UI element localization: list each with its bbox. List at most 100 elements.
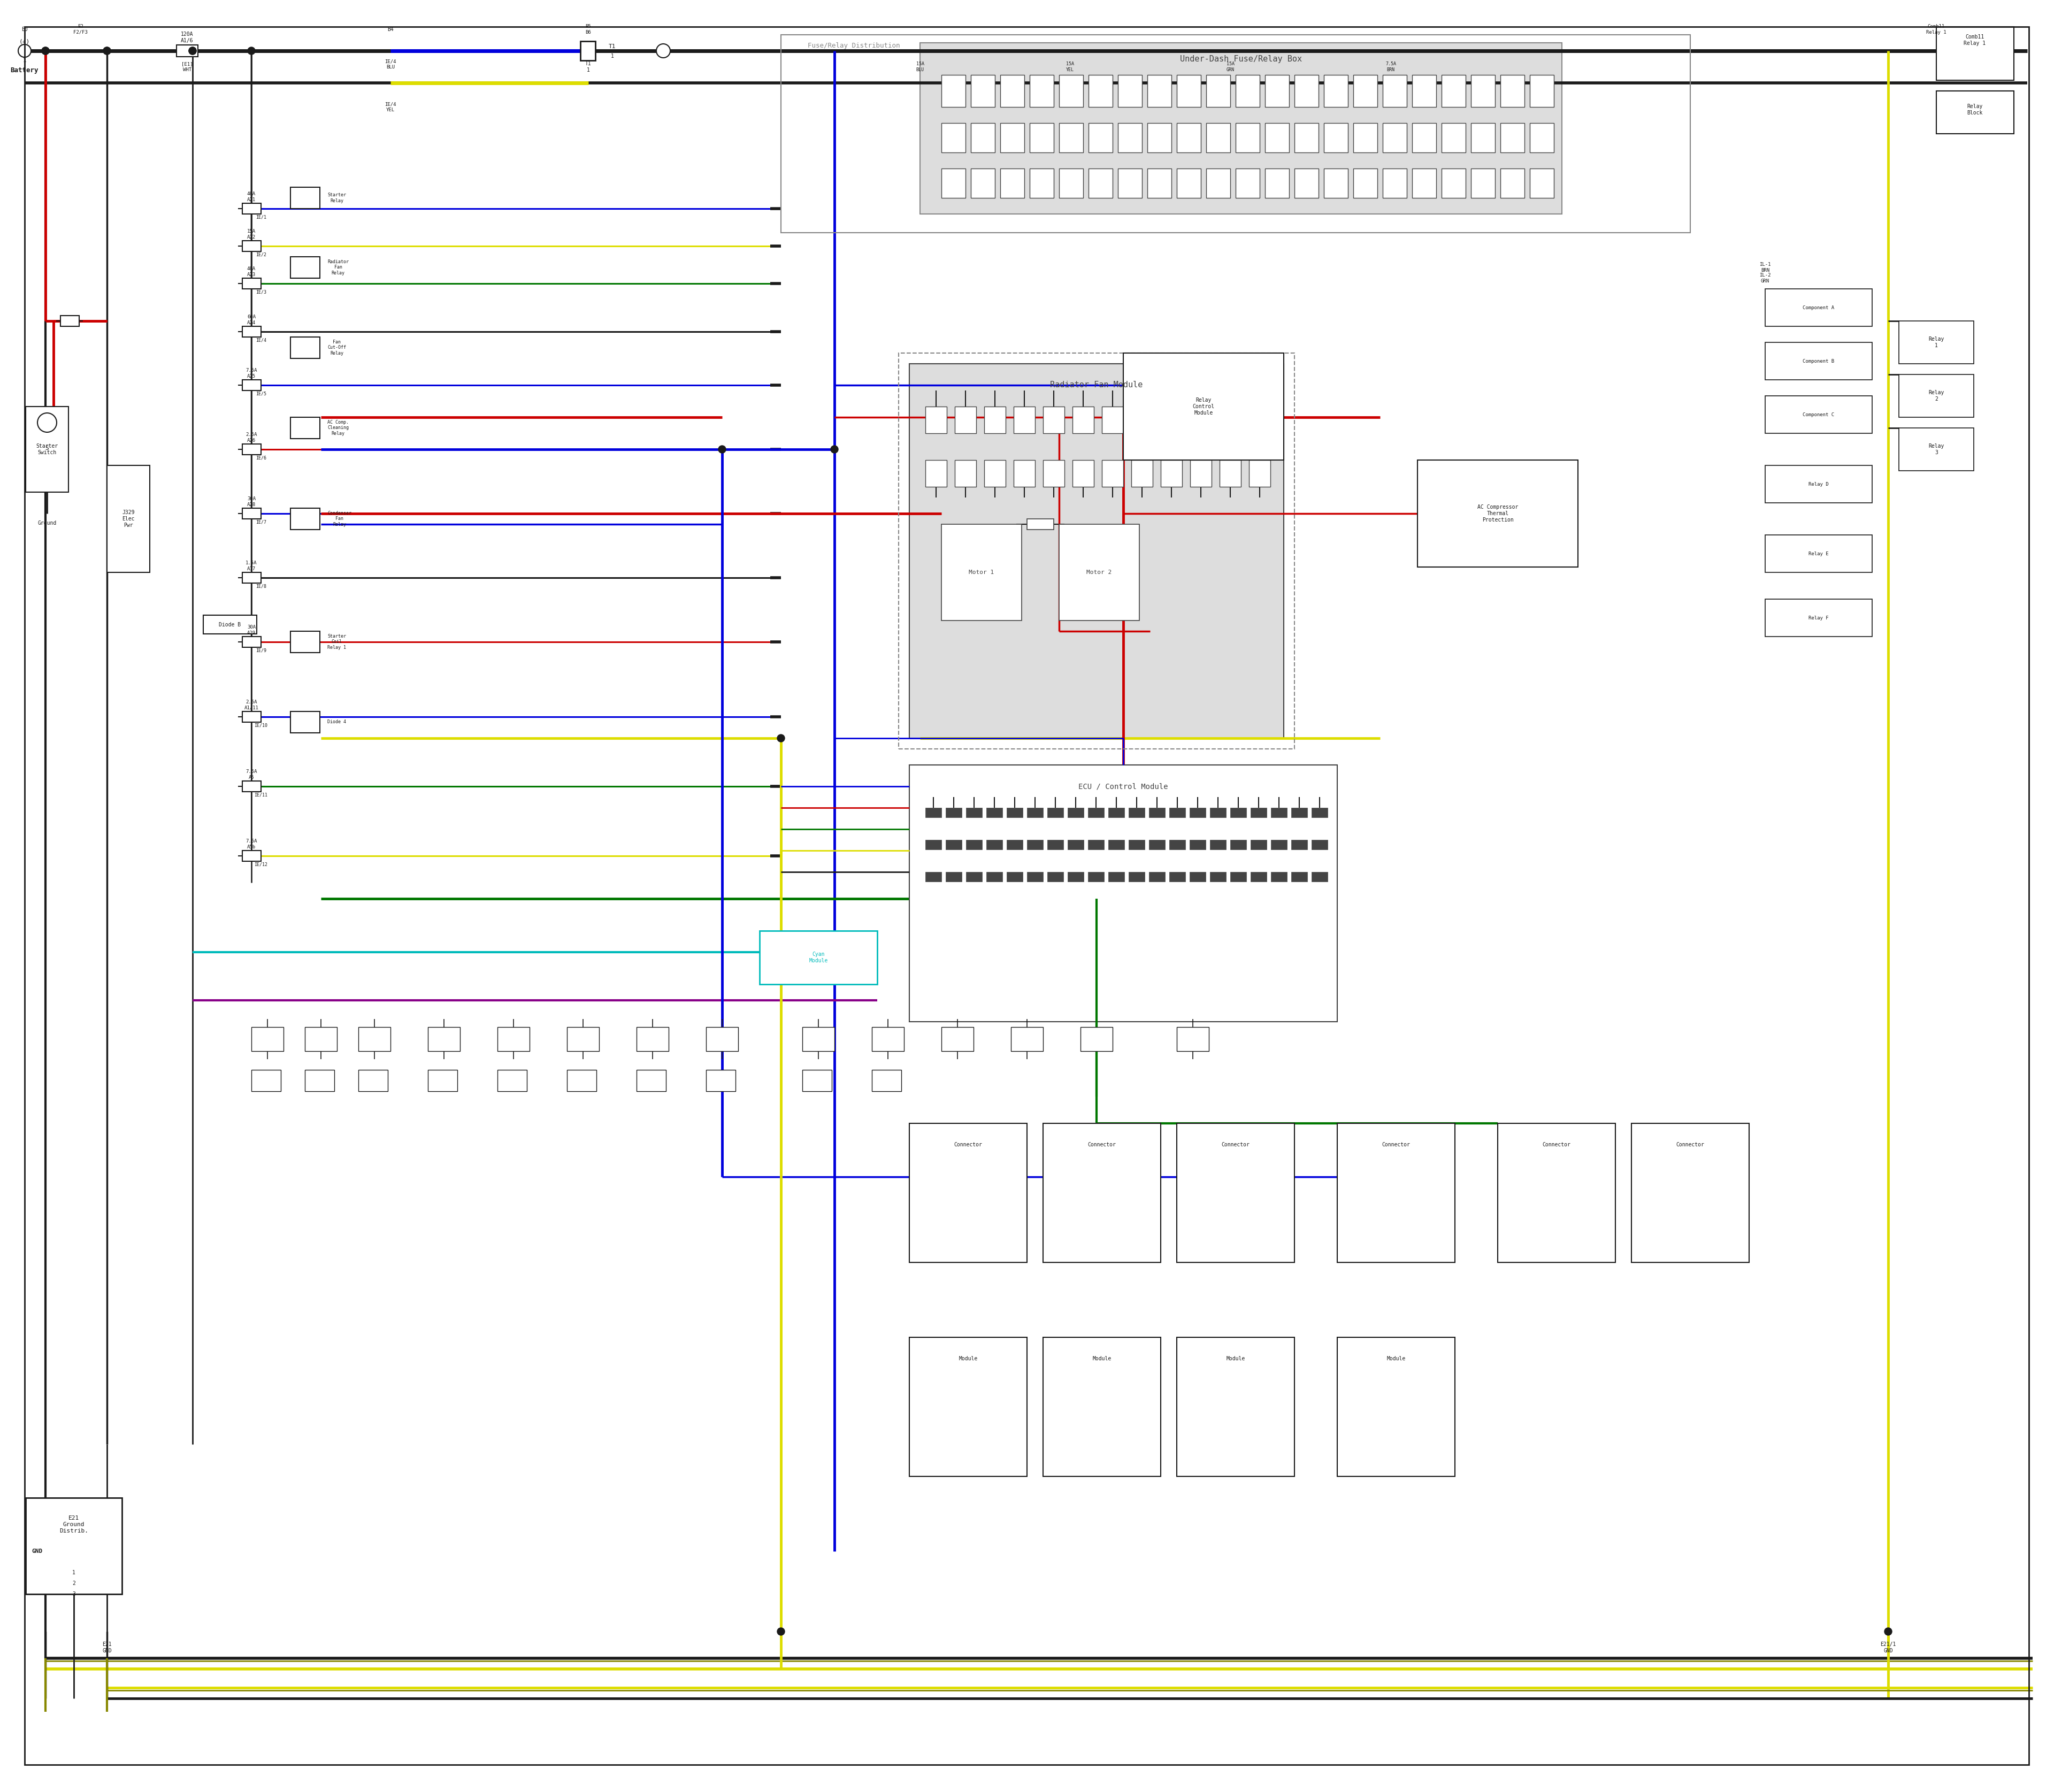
Bar — [242, 444, 261, 455]
Text: Relay E: Relay E — [1810, 552, 1828, 556]
Bar — [945, 808, 961, 817]
Text: Connector: Connector — [953, 1142, 982, 1147]
Text: 1.5A
A17: 1.5A A17 — [246, 561, 257, 572]
Bar — [1382, 124, 1407, 152]
Bar — [1230, 808, 1247, 817]
Bar — [1210, 873, 1226, 882]
Bar — [941, 168, 965, 197]
Text: J329
Elec
Pwr: J329 Elec Pwr — [121, 511, 136, 529]
Bar — [1382, 75, 1407, 108]
Bar — [1177, 1337, 1294, 1477]
Bar — [1354, 75, 1378, 108]
Bar — [1029, 168, 1054, 197]
Text: Motor 1: Motor 1 — [969, 570, 994, 575]
Text: Connector: Connector — [1676, 1142, 1705, 1147]
Bar — [1117, 75, 1142, 108]
Text: (+): (+) — [18, 38, 31, 43]
Bar — [1043, 1337, 1161, 1477]
Text: IE/12: IE/12 — [255, 862, 267, 867]
Bar — [251, 1027, 283, 1052]
Bar — [965, 808, 982, 817]
Bar — [177, 45, 197, 57]
Text: IE/7: IE/7 — [255, 520, 267, 525]
Circle shape — [830, 446, 838, 453]
Text: IE/11: IE/11 — [255, 792, 267, 797]
Text: 7.5A
A5: 7.5A A5 — [246, 769, 257, 780]
Bar — [1220, 407, 1241, 434]
Bar — [1068, 873, 1085, 882]
Bar — [803, 1070, 832, 1091]
Text: Starter
Coil
Relay 1: Starter Coil Relay 1 — [327, 634, 345, 650]
Circle shape — [776, 1627, 785, 1636]
Bar — [290, 418, 320, 439]
Text: AC Comp.
Cleaning
Relay: AC Comp. Cleaning Relay — [327, 419, 349, 435]
Bar — [1210, 808, 1226, 817]
Text: 2.5A
A26: 2.5A A26 — [246, 432, 257, 443]
Bar — [1189, 808, 1206, 817]
Bar — [1413, 124, 1436, 152]
Text: B4: B4 — [388, 27, 394, 32]
Bar — [1325, 168, 1347, 197]
Bar — [1413, 75, 1436, 108]
Text: IE/8: IE/8 — [255, 584, 267, 590]
Text: Connector: Connector — [1543, 1142, 1571, 1147]
Bar — [1043, 407, 1064, 434]
Bar — [1382, 168, 1407, 197]
Bar — [581, 41, 596, 61]
Bar — [986, 840, 1002, 849]
Bar — [1206, 75, 1230, 108]
Bar — [1128, 873, 1144, 882]
Bar — [1294, 124, 1319, 152]
Bar — [1000, 75, 1025, 108]
Bar — [290, 186, 320, 208]
Text: 15A
GRN: 15A GRN — [1226, 61, 1234, 72]
Bar — [972, 124, 994, 152]
Text: E0: E0 — [21, 27, 29, 32]
Bar — [1210, 840, 1226, 849]
Text: 1: 1 — [610, 54, 614, 59]
Bar — [1072, 407, 1095, 434]
Text: Relay
3: Relay 3 — [1929, 444, 1945, 455]
Text: IE/4
BLU: IE/4 BLU — [384, 59, 396, 70]
Bar — [1313, 808, 1327, 817]
Bar — [910, 765, 1337, 1021]
Text: 30A
A29: 30A A29 — [246, 625, 255, 636]
Bar — [1249, 461, 1269, 487]
Bar — [1292, 840, 1306, 849]
Bar — [242, 240, 261, 251]
Bar — [1128, 840, 1144, 849]
Text: 7.5A
A25: 7.5A A25 — [246, 367, 257, 378]
Text: IE/3: IE/3 — [255, 290, 267, 294]
Bar — [1206, 168, 1230, 197]
Text: Component A: Component A — [1803, 305, 1834, 310]
Bar — [1027, 520, 1054, 530]
Text: E2
F2/F3: E2 F2/F3 — [74, 25, 88, 34]
Bar — [1497, 1124, 1614, 1262]
Bar — [1354, 124, 1378, 152]
Bar — [1068, 808, 1085, 817]
Text: Ground: Ground — [37, 520, 58, 525]
Bar — [497, 1070, 528, 1091]
Text: Relay
1: Relay 1 — [1929, 337, 1945, 348]
Bar — [1442, 124, 1467, 152]
Text: 15A
BLU: 15A BLU — [916, 61, 924, 72]
Bar — [1148, 124, 1171, 152]
Bar — [955, 461, 976, 487]
Bar — [1189, 461, 1212, 487]
Bar — [1937, 27, 2013, 81]
Bar — [357, 1027, 390, 1052]
Text: Connector: Connector — [1089, 1142, 1115, 1147]
Bar — [1169, 840, 1185, 849]
Text: Module: Module — [1386, 1357, 1405, 1362]
Bar — [1029, 124, 1054, 152]
Bar — [1060, 124, 1082, 152]
Bar — [1132, 407, 1152, 434]
Bar — [1764, 342, 1871, 380]
Bar — [1325, 75, 1347, 108]
Bar — [1048, 840, 1064, 849]
Bar — [920, 43, 1561, 213]
Text: IE/1: IE/1 — [255, 215, 267, 220]
Bar — [1325, 124, 1347, 152]
Text: 1: 1 — [72, 1570, 76, 1575]
Bar — [910, 1124, 1027, 1262]
